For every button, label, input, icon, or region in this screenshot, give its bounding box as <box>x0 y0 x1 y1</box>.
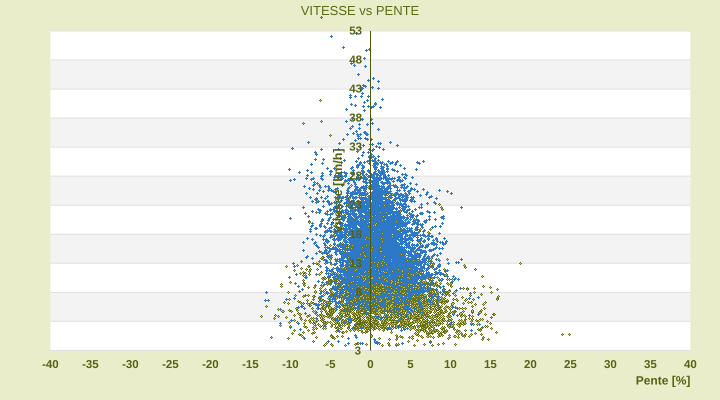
svg-text:40: 40 <box>684 359 697 371</box>
svg-text:Pente [%]: Pente [%] <box>636 374 691 388</box>
svg-text:20: 20 <box>524 359 537 371</box>
svg-text:30: 30 <box>604 359 617 371</box>
svg-text:15: 15 <box>484 359 497 371</box>
svg-text:-35: -35 <box>82 359 99 371</box>
svg-text:5: 5 <box>407 359 414 371</box>
svg-text:0: 0 <box>367 359 373 371</box>
svg-text:Vitesse [km/h]: Vitesse [km/h] <box>331 148 345 233</box>
svg-text:-30: -30 <box>122 359 139 371</box>
svg-text:53: 53 <box>349 26 362 38</box>
svg-text:28: 28 <box>349 171 362 183</box>
svg-text:35: 35 <box>644 359 657 371</box>
svg-text:VITESSE vs PENTE: VITESSE vs PENTE <box>301 3 420 18</box>
svg-text:18: 18 <box>349 229 362 241</box>
svg-text:48: 48 <box>349 55 362 67</box>
svg-text:-40: -40 <box>42 359 59 371</box>
svg-text:10: 10 <box>444 359 457 371</box>
svg-text:3: 3 <box>356 316 362 328</box>
svg-text:23: 23 <box>349 200 362 212</box>
svg-text:-10: -10 <box>282 359 299 371</box>
svg-text:8: 8 <box>356 287 363 299</box>
svg-text:25: 25 <box>564 359 577 371</box>
svg-text:3: 3 <box>355 345 361 357</box>
svg-text:-25: -25 <box>162 359 179 371</box>
svg-text:33: 33 <box>349 142 362 154</box>
svg-text:-15: -15 <box>242 359 259 371</box>
svg-text:13: 13 <box>349 258 362 270</box>
svg-text:43: 43 <box>349 84 362 96</box>
svg-text:-5: -5 <box>325 359 336 371</box>
svg-text:-20: -20 <box>202 359 219 371</box>
svg-text:38: 38 <box>349 113 362 125</box>
